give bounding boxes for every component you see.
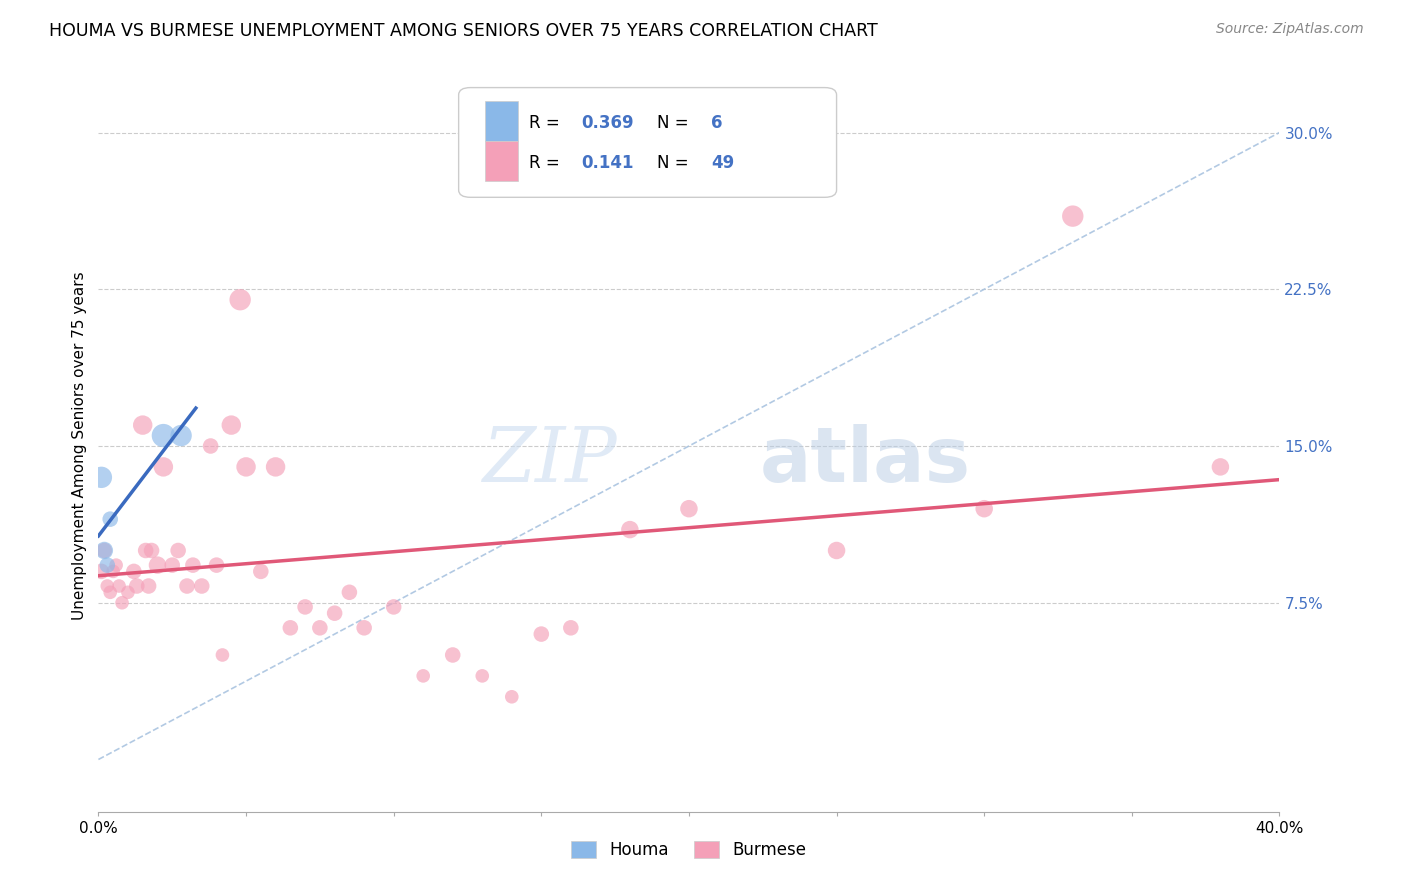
Text: 49: 49 [711, 154, 734, 172]
Point [111, 596, 134, 610]
Point [678, 501, 700, 516]
Point [152, 459, 174, 474]
Point [412, 669, 434, 683]
Point [264, 459, 287, 474]
Point [98, 585, 121, 599]
Point [221, 418, 243, 433]
Point [122, 565, 145, 579]
Text: N =: N = [657, 154, 695, 172]
Point [135, 543, 157, 558]
Point [973, 501, 995, 516]
Point [229, 293, 252, 307]
Point [309, 621, 332, 635]
Point [108, 579, 131, 593]
Point [167, 543, 190, 558]
Text: R =: R = [530, 154, 571, 172]
Point [105, 558, 128, 573]
Text: Source: ZipAtlas.com: Source: ZipAtlas.com [1216, 22, 1364, 37]
Point [117, 585, 139, 599]
Point [382, 599, 405, 614]
FancyBboxPatch shape [458, 87, 837, 197]
Text: R =: R = [530, 113, 565, 132]
Point [235, 459, 257, 474]
Point [501, 690, 523, 704]
Point [294, 599, 316, 614]
Point [170, 428, 193, 442]
Text: 0.369: 0.369 [582, 113, 634, 132]
Point [93, 543, 115, 558]
Point [250, 565, 273, 579]
Point [125, 579, 148, 593]
Point [103, 565, 125, 579]
Point [825, 543, 848, 558]
Point [96, 558, 118, 573]
Point [191, 579, 214, 593]
Bar [485, 141, 517, 181]
Point [90, 470, 112, 484]
Point [98, 512, 121, 526]
Point [619, 523, 641, 537]
Point [353, 621, 375, 635]
Point [132, 418, 155, 433]
Bar [485, 101, 517, 141]
Point [530, 627, 553, 641]
Point [211, 648, 233, 662]
Point [176, 579, 198, 593]
Point [162, 558, 183, 573]
Text: 0.141: 0.141 [582, 154, 634, 172]
Point [138, 579, 160, 593]
Point [560, 621, 582, 635]
Legend: Houma, Burmese: Houma, Burmese [565, 834, 813, 865]
Point [323, 606, 346, 620]
Point [471, 669, 494, 683]
Point [146, 558, 169, 573]
Point [96, 579, 118, 593]
Point [339, 585, 361, 599]
Y-axis label: Unemployment Among Seniors over 75 years: Unemployment Among Seniors over 75 years [72, 272, 87, 620]
Point [141, 543, 163, 558]
Point [181, 558, 204, 573]
Point [90, 565, 112, 579]
Point [200, 439, 222, 453]
Point [280, 621, 302, 635]
Point [1209, 459, 1232, 474]
Text: atlas: atlas [759, 424, 972, 498]
Point [152, 428, 174, 442]
Point [93, 543, 115, 558]
Text: ZIP: ZIP [484, 424, 619, 498]
Point [205, 558, 228, 573]
Text: N =: N = [657, 113, 695, 132]
Text: HOUMA VS BURMESE UNEMPLOYMENT AMONG SENIORS OVER 75 YEARS CORRELATION CHART: HOUMA VS BURMESE UNEMPLOYMENT AMONG SENI… [49, 22, 877, 40]
Point [1062, 209, 1084, 223]
Point [441, 648, 464, 662]
Text: 6: 6 [711, 113, 723, 132]
